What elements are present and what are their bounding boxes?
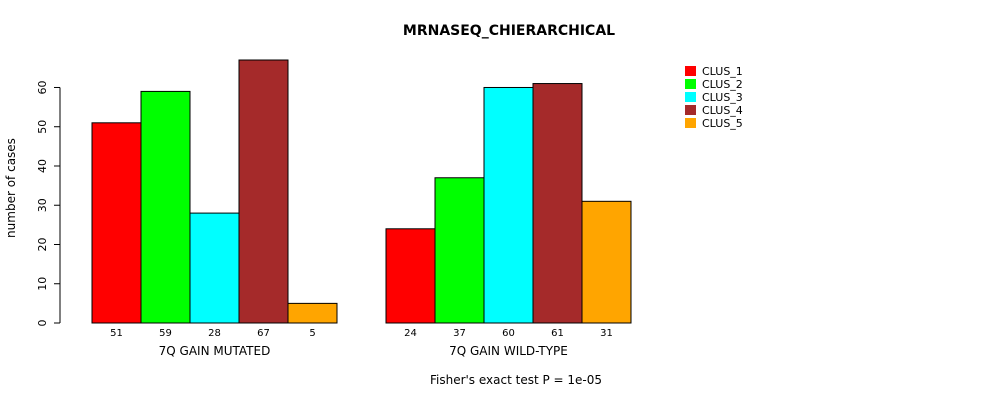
legend-swatch: [685, 79, 696, 89]
legend-swatch: [685, 66, 696, 76]
y-tick-label: 50: [36, 120, 49, 134]
bar-value-label: 5: [309, 328, 315, 339]
legend-item: CLUS_3: [685, 91, 743, 104]
group-label: 7Q GAIN WILD-TYPE: [449, 344, 568, 358]
bars: [91, 59, 632, 324]
bar-value-label: 60: [502, 328, 515, 339]
legend-label: CLUS_5: [702, 117, 743, 130]
bar-clus-1-1: [91, 122, 142, 324]
legend-item: CLUS_4: [685, 104, 743, 117]
y-tick-label: 60: [36, 80, 49, 94]
y-tick-label: 20: [36, 237, 49, 251]
legend-swatch: [685, 118, 696, 128]
legend-label: CLUS_1: [702, 65, 743, 78]
legend-label: CLUS_4: [702, 104, 743, 117]
bar-clus-3-1: [189, 212, 240, 324]
legend-swatch: [685, 92, 696, 102]
y-tick-label: 30: [36, 198, 49, 212]
bar-clus-4-1: [238, 59, 289, 324]
group-labels: 7Q GAIN MUTATED 7Q GAIN WILD-TYPE: [159, 344, 568, 358]
bar-value-label: 37: [453, 328, 466, 339]
bar-value-label: 24: [404, 328, 417, 339]
group-label: 7Q GAIN MUTATED: [159, 344, 271, 358]
bar-value-label: 61: [551, 328, 564, 339]
legend-swatch: [685, 105, 696, 115]
footnote: Fisher's exact test P = 1e-05: [430, 373, 602, 387]
legend-item: CLUS_5: [685, 117, 743, 130]
y-tick-label: 0: [36, 320, 49, 327]
bar-clus-5-1: [287, 302, 338, 324]
bar-clus-2-1: [140, 90, 191, 324]
chart-title: MRNASEQ_CHIERARCHICAL: [403, 23, 615, 39]
legend-label: CLUS_2: [702, 78, 743, 91]
bar-value-label: 59: [159, 328, 172, 339]
value-labels: 51 59 28 67 5 24 37 60 61 31: [110, 328, 613, 339]
bar-clus-1-2: [385, 228, 436, 324]
y-axis-label: number of cases: [4, 138, 18, 238]
bar-clus-4-2: [532, 83, 583, 324]
bar-clus-3-2: [483, 86, 534, 324]
y-tick-label: 10: [36, 277, 49, 291]
legend-label: CLUS_3: [702, 91, 743, 104]
bar-value-label: 67: [257, 328, 270, 339]
bar-clus-2-2: [434, 177, 485, 324]
y-tick-label: 40: [36, 159, 49, 173]
bar-value-label: 28: [208, 328, 221, 339]
legend-item: CLUS_2: [685, 78, 743, 91]
bar-clus-5-2: [581, 200, 632, 324]
bar-value-label: 31: [600, 328, 613, 339]
y-axis: 0 10 20 30 40 50 60: [36, 80, 61, 327]
legend-item: CLUS_1: [685, 65, 743, 78]
bar-value-label: 51: [110, 328, 123, 339]
